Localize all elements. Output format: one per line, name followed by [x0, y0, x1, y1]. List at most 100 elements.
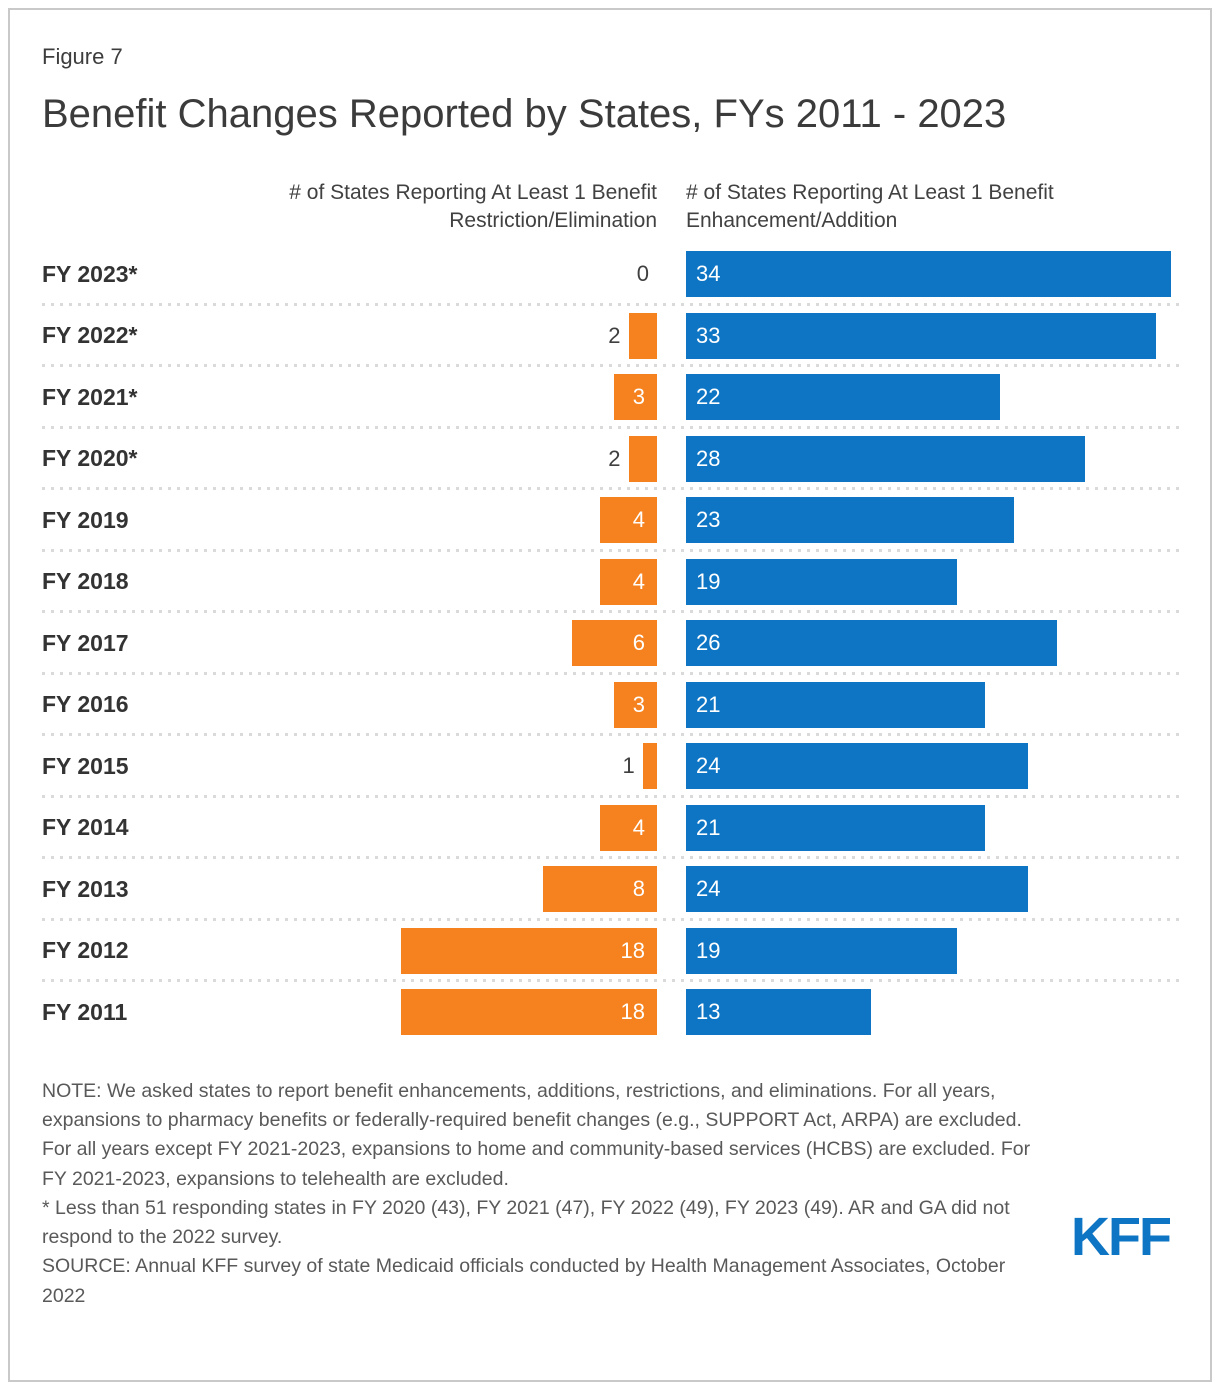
- restriction-column-header: # of States Reporting At Least 1 Benefit…: [42, 179, 657, 236]
- restriction-zone: 4: [212, 497, 657, 544]
- enhancement-value-label: 13: [696, 999, 721, 1025]
- year-label: FY 2017: [42, 629, 129, 656]
- chart-row: FY 2021* 3 22: [42, 366, 1180, 429]
- year-label: FY 2020*: [42, 445, 138, 472]
- chart-row: FY 2014 4 21: [42, 797, 1180, 859]
- enhancement-value-label: 21: [696, 814, 721, 840]
- enhancement-zone: 22: [686, 374, 1180, 421]
- chart-row: FY 2018 4 19: [42, 551, 1180, 613]
- restriction-bar: [642, 743, 657, 790]
- kff-logo: KFF: [1071, 1207, 1172, 1267]
- chart-row: FY 2016 3 21: [42, 674, 1180, 736]
- enhancement-zone: 21: [686, 681, 1180, 728]
- restriction-value-label: 4: [632, 507, 645, 533]
- enhancement-value-label: 28: [696, 445, 721, 471]
- restriction-bar: 8: [543, 866, 657, 913]
- restriction-value-label: 2: [608, 445, 621, 471]
- enhancement-zone: 23: [686, 497, 1180, 544]
- restriction-zone: 4: [212, 558, 657, 605]
- chart-row: FY 2011 18 13: [42, 981, 1180, 1043]
- figure-number-label: Figure 7: [42, 44, 123, 69]
- chart-title: Benefit Changes Reported by States, FYs …: [42, 92, 1007, 136]
- restriction-bar: 3: [614, 681, 657, 728]
- restriction-value-label: 3: [632, 384, 645, 410]
- restriction-value-label: 3: [632, 691, 645, 717]
- restriction-value-label: 18: [620, 999, 645, 1025]
- chart-rows: FY 2023* 0 34 FY 2022* 2 33 FY 2021* 3 22 FY 2020…: [42, 243, 1180, 1043]
- enhancement-zone: 19: [686, 558, 1180, 605]
- restriction-zone: 3: [212, 374, 657, 421]
- enhancement-bar: 22: [686, 374, 1000, 421]
- restriction-zone: 4: [212, 804, 657, 851]
- chart-row: FY 2023* 0 34: [42, 243, 1180, 306]
- enhancement-value-label: 22: [696, 384, 721, 410]
- enhancement-bar: 19: [686, 558, 957, 605]
- enhancement-value-label: 19: [696, 937, 721, 963]
- enhancement-bar: 24: [686, 866, 1028, 913]
- source-text: SOURCE: Annual KFF survey of state Medic…: [42, 1255, 1006, 1307]
- year-label: FY 2011: [42, 998, 128, 1025]
- year-label: FY 2021*: [42, 383, 138, 410]
- restriction-value-label: 8: [632, 876, 645, 902]
- enhancement-bar: 24: [686, 743, 1028, 790]
- chart-row: FY 2015 1 24: [42, 735, 1180, 798]
- restriction-zone: 18: [212, 927, 657, 974]
- enhancement-value-label: 23: [696, 507, 721, 533]
- restriction-bar: 18: [400, 989, 657, 1036]
- restriction-bar: 18: [400, 927, 657, 974]
- enhancement-bar: 26: [686, 620, 1057, 667]
- enhancement-bar: 13: [686, 989, 872, 1036]
- enhancement-zone: 24: [686, 866, 1180, 913]
- asterisk-note-text: * Less than 51 responding states in FY 2…: [42, 1196, 1010, 1249]
- restriction-value-label: 1: [622, 753, 635, 779]
- restriction-bar: 6: [571, 620, 657, 667]
- enhancement-bar: 33: [686, 312, 1157, 359]
- restriction-bar: [628, 312, 657, 359]
- year-label: FY 2019: [42, 506, 129, 533]
- restriction-value-label: 4: [632, 568, 645, 594]
- enhancement-value-label: 26: [696, 630, 721, 656]
- restriction-value-label: 4: [632, 814, 645, 840]
- enhancement-bar: 21: [686, 681, 986, 728]
- year-label: FY 2018: [42, 568, 129, 595]
- enhancement-header-text: # of States Reporting At Least 1 Benefit…: [686, 180, 1054, 233]
- enhancement-zone: 19: [686, 927, 1180, 974]
- restriction-bar: 4: [600, 804, 657, 851]
- enhancement-bar: 28: [686, 435, 1085, 482]
- chart-row: FY 2017 6 26: [42, 612, 1180, 675]
- restriction-zone: 3: [212, 681, 657, 728]
- enhancement-value-label: 33: [696, 322, 721, 348]
- restriction-value-label: 2: [608, 322, 621, 348]
- year-label: FY 2022*: [42, 322, 138, 349]
- enhancement-zone: 28: [686, 435, 1180, 482]
- enhancement-value-label: 21: [696, 691, 721, 717]
- year-label: FY 2012: [42, 937, 129, 964]
- column-headers: # of States Reporting At Least 1 Benefit…: [42, 179, 1180, 236]
- restriction-zone: 1: [212, 743, 657, 790]
- restriction-bar: 4: [600, 497, 657, 544]
- enhancement-bar: 23: [686, 497, 1014, 544]
- chart-row: FY 2013 8 24: [42, 858, 1180, 921]
- enhancement-column-header: # of States Reporting At Least 1 Benefit…: [686, 179, 1180, 236]
- restriction-header-text: # of States Reporting At Least 1 Benefit…: [289, 180, 657, 233]
- restriction-value-label: 18: [620, 937, 645, 963]
- enhancement-zone: 24: [686, 743, 1180, 790]
- restriction-zone: 18: [212, 989, 657, 1036]
- enhancement-zone: 13: [686, 989, 1180, 1036]
- note-text: NOTE: We asked states to report benefit …: [42, 1079, 1031, 1190]
- restriction-zone: 0: [212, 251, 657, 297]
- chart-row: FY 2012 18 19: [42, 920, 1180, 982]
- year-label: FY 2014: [42, 814, 129, 841]
- chart-row: FY 2022* 2 33: [42, 305, 1180, 367]
- restriction-bar: [628, 435, 657, 482]
- enhancement-zone: 26: [686, 620, 1180, 667]
- enhancement-zone: 21: [686, 804, 1180, 851]
- restriction-zone: 2: [212, 312, 657, 359]
- restriction-zone: 2: [212, 435, 657, 482]
- year-label: FY 2016: [42, 691, 129, 718]
- enhancement-bar: 21: [686, 804, 986, 851]
- enhancement-value-label: 24: [696, 753, 721, 779]
- restriction-zone: 6: [212, 620, 657, 667]
- restriction-value-label: 6: [632, 630, 645, 656]
- restriction-bar: 4: [600, 558, 657, 605]
